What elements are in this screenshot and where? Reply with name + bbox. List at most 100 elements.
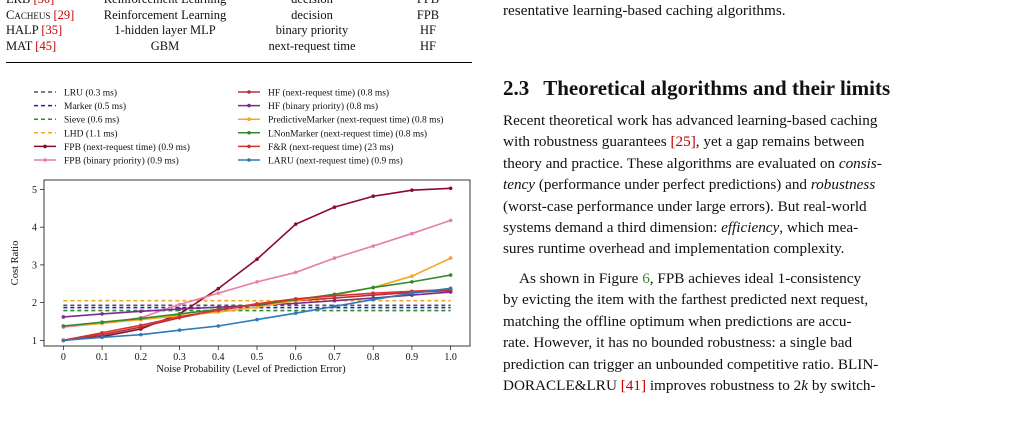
data-point xyxy=(255,305,259,309)
legend-label: LARU (next-request time) (0.9 ms) xyxy=(268,156,403,167)
x-tick-label: 1.0 xyxy=(444,352,457,363)
text-line: by evicting the item with the farthest p… xyxy=(503,289,1018,310)
legend-marker xyxy=(247,117,251,121)
series-path xyxy=(63,187,451,342)
text-line: prediction can trigger an unbounded comp… xyxy=(503,354,1018,375)
data-point xyxy=(371,194,375,199)
citation-link[interactable]: [50] xyxy=(30,0,54,6)
legend-label: HF (next-request time) (0.8 ms) xyxy=(268,88,389,99)
data-point xyxy=(332,294,337,298)
text-line: Recent theoretical work has advanced lea… xyxy=(503,110,1018,131)
text-line: As shown in Figure 6, FPB achieves ideal… xyxy=(503,268,1018,289)
chart-legend: LRU (0.3 ms) Marker (0.5 ms) Sieve (0.6 ms… xyxy=(34,88,443,167)
figure-ref-link[interactable]: 6 xyxy=(642,270,650,287)
family-cell: HF xyxy=(420,38,436,53)
legend-label: Marker (0.5 ms) xyxy=(64,101,126,112)
algorithm-name-cell: LRB [50] xyxy=(6,0,84,8)
data-point xyxy=(61,324,66,328)
emphasis: consis- xyxy=(838,154,882,172)
legend-label: FPB (next-request time) (0.9 ms) xyxy=(64,142,190,153)
data-point xyxy=(255,317,259,322)
data-point xyxy=(410,274,414,279)
x-tick-label: 0.7 xyxy=(328,352,341,363)
x-tick-label: 0.8 xyxy=(367,352,380,363)
data-point xyxy=(371,244,375,248)
text-run: by switch- xyxy=(808,377,876,395)
data-point xyxy=(410,188,414,192)
legend-marker xyxy=(247,158,251,162)
legend-label: PredictiveMarker (next-request time) (0.… xyxy=(268,115,443,126)
text-line: rate. However, it has no bounded robustn… xyxy=(503,332,1018,353)
algorithm-name-cell: MAT [45] xyxy=(6,39,84,55)
data-point xyxy=(371,291,375,295)
data-point xyxy=(293,301,298,306)
text-run: by evicting the item with the farthest p… xyxy=(503,291,869,309)
data-point xyxy=(216,291,221,295)
x-tick-label: 0.5 xyxy=(251,352,264,363)
citation-link[interactable]: [25] xyxy=(670,133,696,151)
data-point xyxy=(100,335,104,340)
data-point xyxy=(293,297,298,301)
legend-marker xyxy=(247,90,251,94)
x-tick-label: 0.9 xyxy=(406,352,419,363)
left-column: LRB [50]Reinforcement LearningdecisionFP… xyxy=(0,0,478,424)
family-cell: FPB xyxy=(416,7,440,22)
legend-marker xyxy=(247,131,251,135)
table-row: LRB [50]Reinforcement LearningdecisionFP… xyxy=(6,0,478,8)
citation-link[interactable]: [29] xyxy=(50,7,75,22)
legend-marker xyxy=(247,103,251,108)
data-point xyxy=(255,280,259,284)
output-cell: decision xyxy=(246,0,378,8)
data-point xyxy=(448,273,453,277)
text-run: , yet a gap remains between xyxy=(695,133,865,151)
algorithms-table: LRB [50]Reinforcement LearningdecisionFP… xyxy=(6,0,478,54)
data-point xyxy=(216,308,221,312)
model-cell: Reinforcement Learning xyxy=(84,0,246,8)
data-point xyxy=(255,301,259,306)
legend-label: LRU (0.3 ms) xyxy=(64,88,117,99)
text-line: (worst-case performance under large erro… xyxy=(503,196,1018,217)
output-cell: binary priority xyxy=(275,23,349,37)
table-row: MAT [45] GBM next-request time HF xyxy=(6,39,478,55)
emphasis: efficiency xyxy=(721,219,780,237)
algorithm-name-cell: HALP [35] xyxy=(6,23,84,39)
data-point xyxy=(216,286,221,291)
data-point xyxy=(448,186,453,191)
text-line: systems demand a third dimension: effici… xyxy=(503,217,1018,238)
text-run: prediction can trigger an unbounded comp… xyxy=(503,355,879,373)
emphasis: robustness xyxy=(810,176,876,194)
y-tick-label: 5 xyxy=(32,185,37,196)
y-tick-label: 1 xyxy=(32,336,37,347)
text-run: systems demand a third dimension: xyxy=(503,219,722,237)
text-run: theory and practice. These algorithms ar… xyxy=(503,154,839,172)
text-run: (performance under perfect predictions) … xyxy=(535,176,811,194)
model-cell: 1-hidden layer MLP xyxy=(114,23,216,37)
text-line: with robustness guarantees [25], yet a g… xyxy=(503,131,1018,152)
y-axis-label: Cost Ratio xyxy=(10,241,21,286)
data-point xyxy=(410,291,414,295)
data-point xyxy=(177,315,182,319)
data-point xyxy=(448,218,453,223)
legend-label: LNonMarker (next-request time) (0.8 ms) xyxy=(268,128,427,139)
citation-link[interactable]: [45] xyxy=(32,38,57,53)
data-point xyxy=(410,280,414,284)
data-point xyxy=(100,312,104,316)
data-point xyxy=(293,311,298,315)
data-point xyxy=(216,324,221,328)
data-point xyxy=(61,338,66,343)
x-tick-label: 0.6 xyxy=(289,352,302,363)
text-run: sures runtime overhead and implementatio… xyxy=(503,240,845,258)
data-point xyxy=(332,205,337,209)
series-line xyxy=(61,286,453,343)
algorithm-name: LRB xyxy=(6,0,30,6)
legend-marker xyxy=(43,158,47,162)
x-tick-label: 0.1 xyxy=(96,352,109,363)
model-cell: Reinforcement Learning xyxy=(103,7,227,22)
legend-label: HF (binary priority) (0.8 ms) xyxy=(268,101,378,112)
algorithm-name: HALP xyxy=(6,23,39,37)
citation-link[interactable]: [41] xyxy=(620,377,647,395)
paragraph-1: Recent theoretical work has advanced lea… xyxy=(503,110,1018,260)
data-point xyxy=(255,257,259,262)
text-run: , FPB achieves ideal 1-consistency xyxy=(649,270,862,287)
citation-link[interactable]: [35] xyxy=(38,23,63,37)
